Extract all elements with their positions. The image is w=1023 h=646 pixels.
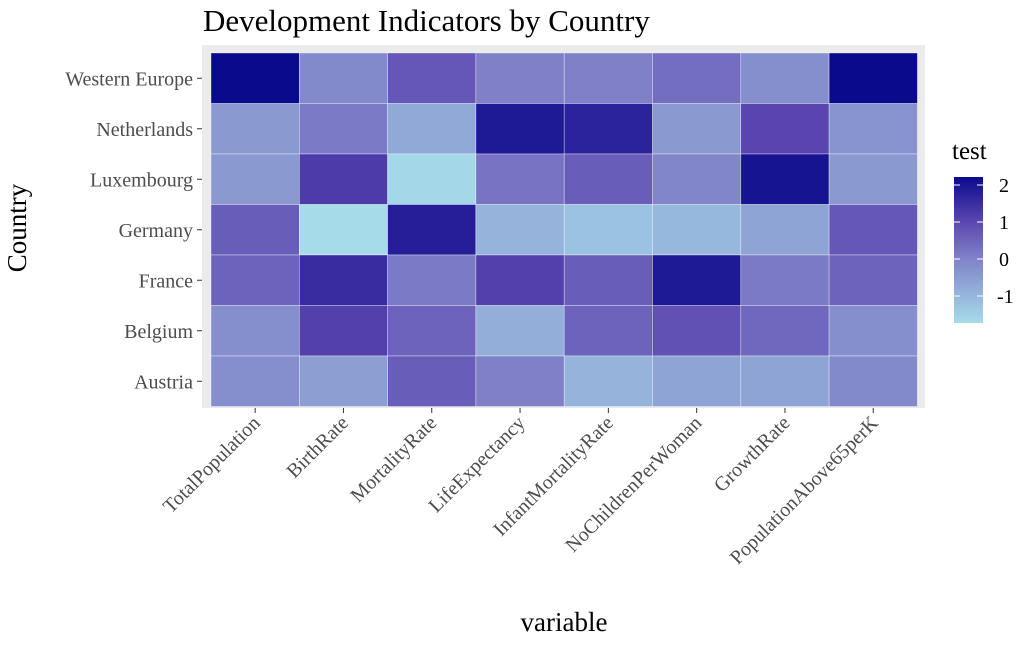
x-tick-label: GrowthRate — [710, 412, 795, 497]
heatmap-tile — [210, 305, 300, 357]
heatmap-tile — [828, 52, 918, 104]
heatmap-tile — [740, 153, 830, 205]
heatmap-tile — [652, 204, 742, 256]
y-axis-title: Country — [2, 183, 32, 272]
x-tick-label: BirthRate — [282, 412, 353, 483]
heatmap-tile — [298, 103, 388, 155]
legend-title: test — [952, 138, 987, 165]
heatmap-tile — [563, 305, 653, 357]
heatmap-tile — [387, 153, 477, 205]
heatmap-tile — [563, 153, 653, 205]
heatmap-tile — [475, 52, 565, 104]
heatmap-tile — [475, 103, 565, 155]
heatmap-tile — [563, 355, 653, 407]
heatmap-tile — [652, 103, 742, 155]
heatmap-tile — [740, 355, 830, 407]
heatmap-tile — [387, 355, 477, 407]
heatmap-tile — [387, 204, 477, 256]
heatmap-tile — [210, 204, 300, 256]
heatmap-tile — [563, 103, 653, 155]
heatmap-tile — [298, 204, 388, 256]
legend-tick-label: 0 — [999, 249, 1009, 271]
heatmap-tile — [210, 103, 300, 155]
heatmap-tile — [740, 305, 830, 357]
y-tick-label: Netherlands — [96, 119, 193, 141]
y-tick-label: Western Europe — [65, 68, 193, 90]
heatmap-tile — [740, 103, 830, 155]
heatmap-tile — [387, 103, 477, 155]
x-tick-label: MortalityRate — [346, 412, 441, 507]
heatmap-tile — [387, 305, 477, 357]
heatmap-tile — [563, 254, 653, 306]
x-axis-title: variable — [521, 607, 608, 637]
y-tick-label: Germany — [119, 220, 193, 242]
y-tick-label: Luxembourg — [90, 169, 193, 191]
heatmap-tile — [298, 355, 388, 407]
heatmap-tile — [210, 355, 300, 407]
y-tick-label: Austria — [134, 371, 193, 393]
heatmap-tile — [652, 254, 742, 306]
heatmap-tile — [563, 52, 653, 104]
heatmap-tile — [828, 254, 918, 306]
heatmap-tile — [828, 355, 918, 407]
x-tick-label: PopulationAbove65perK — [726, 412, 883, 569]
heatmap-tile — [652, 153, 742, 205]
heatmap-tile — [387, 254, 477, 306]
heatmap-tile — [652, 355, 742, 407]
heatmap-tile — [828, 305, 918, 357]
heatmap-tile — [740, 254, 830, 306]
heatmap-tile — [298, 153, 388, 205]
heatmap-tile — [210, 153, 300, 205]
heatmap-tile — [298, 305, 388, 357]
chart-title: Development Indicators by Country — [203, 3, 650, 38]
heatmap-tile — [210, 254, 300, 306]
heatmap-tile — [740, 204, 830, 256]
heatmap-tile — [210, 52, 300, 104]
heatmap-tile — [828, 103, 918, 155]
heatmap-tile — [298, 52, 388, 104]
heatmap-tile — [828, 153, 918, 205]
x-tick-label: TotalPopulation — [159, 412, 265, 518]
heatmap-tile — [475, 204, 565, 256]
heatmap-tile — [563, 204, 653, 256]
heatmap-tile — [828, 204, 918, 256]
legend-tick-label: 1 — [999, 212, 1009, 234]
heatmap-tile — [475, 305, 565, 357]
heatmap-tile — [652, 52, 742, 104]
heatmap-tile — [652, 305, 742, 357]
legend-tick-label: 2 — [999, 175, 1009, 197]
heatmap-tile — [740, 52, 830, 104]
heatmap-tile — [475, 355, 565, 407]
legend: test 2 1 0 -1 — [952, 138, 1014, 323]
legend-colorbar — [954, 177, 983, 323]
heatmap-tile — [475, 254, 565, 306]
heatmap-tile — [475, 153, 565, 205]
y-tick-label: Belgium — [124, 321, 193, 343]
y-tick-label: France — [139, 270, 194, 292]
heatmap-tile — [298, 254, 388, 306]
heatmap-tile — [387, 52, 477, 104]
legend-tick-label: -1 — [997, 286, 1014, 308]
